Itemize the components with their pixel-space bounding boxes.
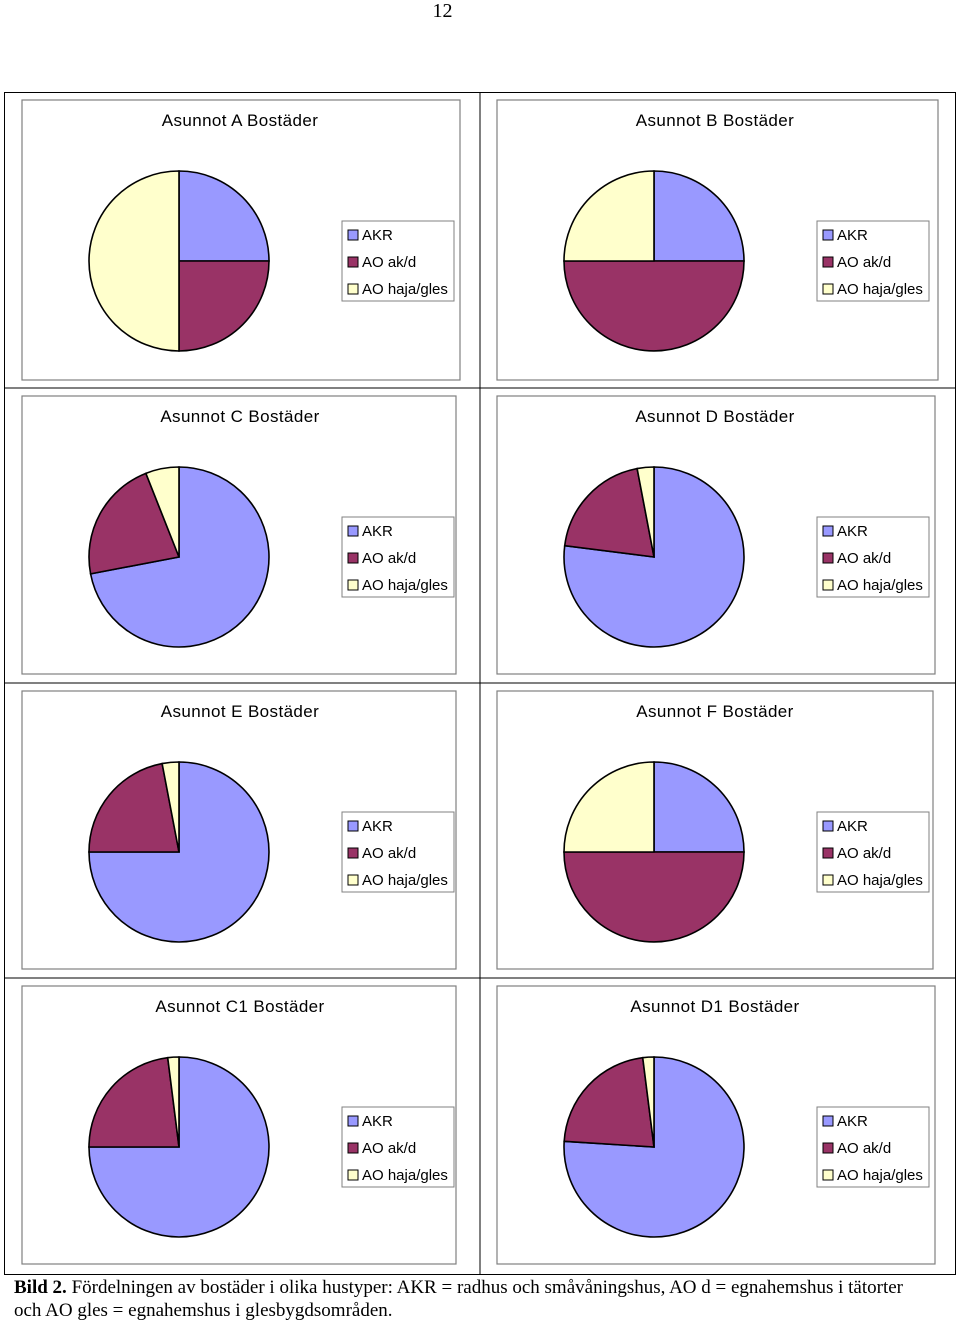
legend-box xyxy=(341,811,455,893)
pie-slice-ao-haja-gles xyxy=(161,761,180,853)
pie-chart-8: Asunnot D1 Bostäder AKR AO ak/d AO haja/gle… xyxy=(496,985,936,1265)
page-number: 12 xyxy=(432,0,453,22)
legend-swatch-2 xyxy=(822,1142,834,1154)
legend-label-1: AKR xyxy=(362,1113,393,1130)
pie-slice-ao-ak-d xyxy=(88,762,180,853)
chart-title: Asunnot E Bostäder xyxy=(161,702,319,721)
legend-label-3: AO haja/gles xyxy=(362,1167,448,1184)
legend-swatch-2 xyxy=(347,1142,359,1154)
legend-swatch-3 xyxy=(347,1169,359,1181)
caption-label: Bild 2. xyxy=(14,1277,67,1298)
pie-slice-ao-haja-gles xyxy=(636,466,655,558)
pie-slice-ao-ak-d xyxy=(88,1056,180,1148)
chart-title: Asunnot C Bostäder xyxy=(160,407,319,426)
legend-label-3: AO haja/gles xyxy=(362,577,448,594)
legend-label-3: AO haja/gles xyxy=(837,872,923,889)
legend-label-2: AO ak/d xyxy=(362,550,416,567)
pie-slice-ao-haja-gles xyxy=(144,466,180,558)
legend-swatch-2 xyxy=(347,256,359,268)
pie-slice-ao-haja-gles xyxy=(563,170,655,262)
legend-box xyxy=(816,220,930,302)
legend-swatch-3 xyxy=(822,283,834,295)
pie-slice-ao-haja-gles xyxy=(88,170,180,352)
legend-box xyxy=(341,220,455,302)
legend-box xyxy=(816,1106,930,1188)
legend-swatch-3 xyxy=(347,874,359,886)
legend-swatch-2 xyxy=(822,847,834,859)
legend-swatch-2 xyxy=(822,256,834,268)
legend-label-2: AO ak/d xyxy=(837,845,891,862)
legend-label-1: AKR xyxy=(362,523,393,540)
legend-label-1: AKR xyxy=(362,818,393,835)
pie-slice-ao-haja-gles xyxy=(641,1056,655,1148)
pie-slice-ao-ak-d xyxy=(88,472,181,575)
legend-label-2: AO ak/d xyxy=(362,254,416,271)
legend-label-3: AO haja/gles xyxy=(837,281,923,298)
legend-swatch-3 xyxy=(347,283,359,295)
pie-chart-3: Asunnot C Bostäder AKR AO ak/d AO haja/gles xyxy=(21,395,457,675)
pie-slice-akr xyxy=(653,761,745,853)
legend-label-3: AO haja/gles xyxy=(362,281,448,298)
pie-chart-5: Asunnot E Bostäder AKR AO ak/d AO haja/gles xyxy=(21,690,457,970)
legend-label-2: AO ak/d xyxy=(362,1140,416,1157)
chart-title: Asunnot A Bostäder xyxy=(162,111,319,130)
pie-slice-akr xyxy=(653,170,745,262)
legend-box xyxy=(341,1106,455,1188)
legend-swatch-1 xyxy=(822,525,834,537)
legend-swatch-1 xyxy=(347,229,359,241)
chart-title: Asunnot C1 Bostäder xyxy=(155,997,324,1016)
pie-chart-2: Asunnot B Bostäder AKR AO ak/d AO haja/gles xyxy=(496,99,939,381)
legend-swatch-1 xyxy=(347,525,359,537)
pie-slice-ao-haja-gles xyxy=(166,1056,180,1148)
pie-slice-ao-ak-d xyxy=(563,260,745,352)
legend-box xyxy=(341,516,455,598)
pie-slice-ao-ak-d xyxy=(178,260,270,352)
chart-title: Asunnot D1 Bostäder xyxy=(630,997,799,1016)
legend-label-1: AKR xyxy=(837,523,868,540)
legend-swatch-3 xyxy=(822,874,834,886)
pie-chart-1: Asunnot A Bostäder AKR AO ak/d AO haja/gles xyxy=(21,99,461,381)
legend-label-2: AO ak/d xyxy=(837,254,891,271)
legend-swatch-1 xyxy=(822,820,834,832)
chart-title: Asunnot F Bostäder xyxy=(636,702,793,721)
legend-label-1: AKR xyxy=(837,1113,868,1130)
pie-slice-ao-ak-d xyxy=(563,851,745,943)
legend-swatch-3 xyxy=(822,579,834,591)
legend-label-2: AO ak/d xyxy=(837,550,891,567)
legend-label-1: AKR xyxy=(837,227,868,244)
legend-label-3: AO haja/gles xyxy=(362,872,448,889)
pie-slice-ao-ak-d xyxy=(563,1056,655,1148)
legend-swatch-2 xyxy=(347,847,359,859)
pie-slice-ao-ak-d xyxy=(563,467,655,558)
pie-chart-6: Asunnot F Bostäder AKR AO ak/d AO haja/gles xyxy=(496,690,934,970)
legend-swatch-2 xyxy=(822,552,834,564)
legend-swatch-3 xyxy=(347,579,359,591)
pie-slice-akr xyxy=(178,170,270,262)
pie-chart-7: Asunnot C1 Bostäder AKR AO ak/d AO haja/gle… xyxy=(21,985,457,1265)
legend-label-3: AO haja/gles xyxy=(837,577,923,594)
legend-swatch-1 xyxy=(347,820,359,832)
legend-box xyxy=(816,516,930,598)
pie-slice-ao-haja-gles xyxy=(563,761,655,853)
legend-label-2: AO ak/d xyxy=(362,845,416,862)
legend-swatch-3 xyxy=(822,1169,834,1181)
chart-title: Asunnot B Bostäder xyxy=(636,111,794,130)
legend-label-3: AO haja/gles xyxy=(837,1167,923,1184)
legend-swatch-2 xyxy=(347,552,359,564)
legend-label-1: AKR xyxy=(362,227,393,244)
legend-label-1: AKR xyxy=(837,818,868,835)
legend-box xyxy=(816,811,930,893)
legend-label-2: AO ak/d xyxy=(837,1140,891,1157)
chart-title: Asunnot D Bostäder xyxy=(635,407,794,426)
legend-swatch-1 xyxy=(822,229,834,241)
pie-chart-4: Asunnot D Bostäder AKR AO ak/d AO haja/gles xyxy=(496,395,936,675)
figure-caption: Bild 2. Fördelningen av bostäder i olika… xyxy=(14,1276,914,1322)
legend-swatch-1 xyxy=(347,1115,359,1127)
legend-swatch-1 xyxy=(822,1115,834,1127)
caption-text: Fördelningen av bostäder i olika hustype… xyxy=(14,1277,903,1321)
